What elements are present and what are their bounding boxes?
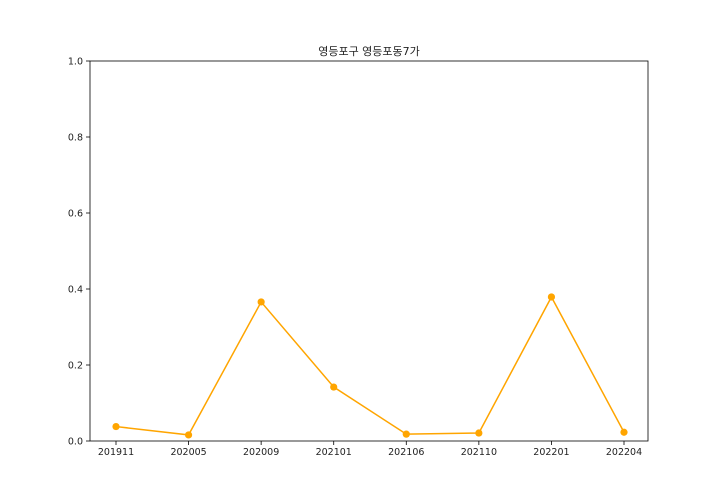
y-tick-label: 0.6 xyxy=(68,209,83,220)
data-point-202106 xyxy=(402,430,410,438)
x-tick-label: 201911 xyxy=(98,447,134,458)
y-tick-label: 0.0 xyxy=(68,437,83,448)
data-point-202009 xyxy=(257,298,265,306)
data-point-202101 xyxy=(330,383,338,391)
y-tick-label: 0.2 xyxy=(68,361,83,372)
chart-title: 영등포구 영등포동7가 xyxy=(318,45,420,58)
data-point-202005 xyxy=(184,431,193,439)
y-tick-label: 1.0 xyxy=(68,57,83,68)
y-axis: 0.0 0.2 0.4 0.6 0.8 1.0 xyxy=(68,57,90,448)
y-tick-label: 0.4 xyxy=(68,285,83,296)
x-tick-label: 202201 xyxy=(533,447,569,458)
data-point-201911 xyxy=(112,422,120,431)
x-tick-label: 202106 xyxy=(388,447,424,458)
x-tick-label: 202204 xyxy=(606,447,642,458)
axes-frame xyxy=(89,60,649,442)
x-tick-label: 202009 xyxy=(243,447,279,458)
x-axis: 201911 202005 202009 202101 202106 202110 2022… xyxy=(98,441,642,458)
y-tick-label: 0.8 xyxy=(68,133,83,144)
plot-area xyxy=(112,293,628,439)
x-tick-label: 202005 xyxy=(170,447,206,458)
data-point-202204 xyxy=(620,428,628,436)
x-tick-label: 202101 xyxy=(316,447,352,458)
data-point-202110 xyxy=(475,429,483,437)
series-line xyxy=(115,295,625,436)
data-point-202201 xyxy=(547,293,556,301)
x-tick-label: 202110 xyxy=(461,447,497,458)
